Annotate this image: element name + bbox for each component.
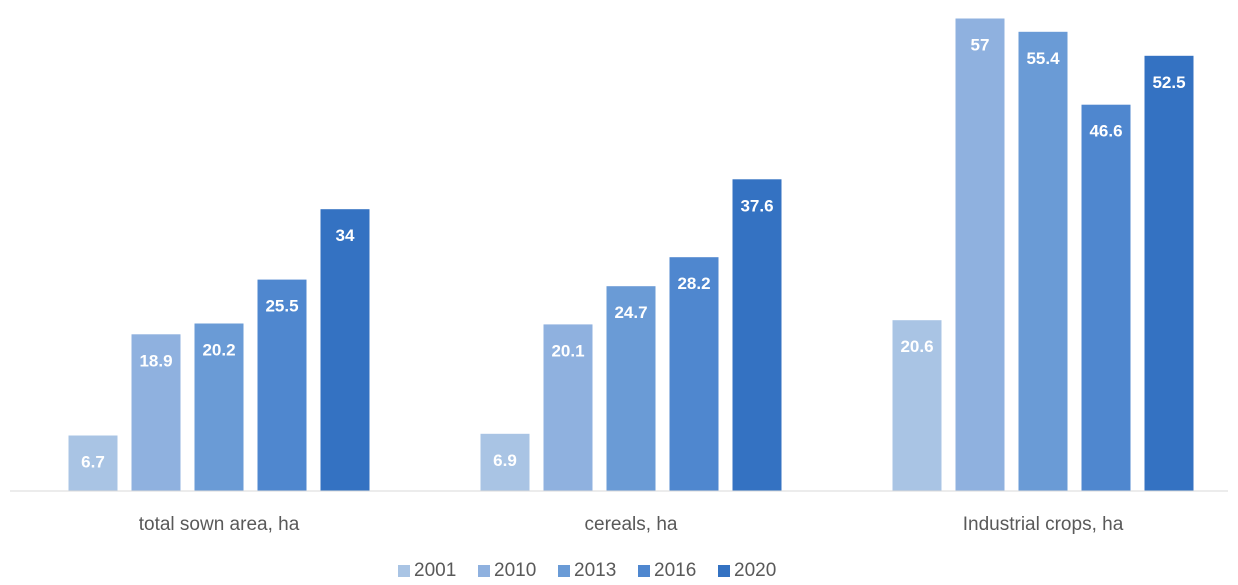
bar-2010-2 xyxy=(955,18,1005,491)
data-label-2020-0: 34 xyxy=(336,226,355,245)
category-labels: total sown area, ha cereals, ha Industrial… xyxy=(139,514,1124,535)
legend: 2001 2010 2013 2016 2020 xyxy=(398,560,776,581)
legend-label-2020: 2020 xyxy=(734,560,776,581)
legend-label-2016: 2016 xyxy=(654,560,696,581)
legend-swatch-2001 xyxy=(398,565,410,577)
bar-2010-0 xyxy=(131,334,181,491)
bar-2001-0 xyxy=(68,435,118,491)
bar-2013-0 xyxy=(194,323,244,491)
bar-2010-1 xyxy=(543,324,593,491)
data-label-2016-2: 46.6 xyxy=(1089,122,1122,141)
data-label-2016-1: 28.2 xyxy=(677,274,710,293)
data-label-2013-0: 20.2 xyxy=(202,341,235,360)
bars-group: 6.7 18.9 20.2 25.5 34 6.9 20.1 24.7 28.2 37.6 20.6… xyxy=(68,18,1194,492)
data-label-2010-0: 18.9 xyxy=(139,351,172,370)
bar-2016-0 xyxy=(257,279,307,491)
bar-2013-1 xyxy=(606,286,656,491)
data-label-2010-1: 20.1 xyxy=(551,341,584,360)
data-label-2020-1: 37.6 xyxy=(740,196,773,215)
legend-swatch-2013 xyxy=(558,565,570,577)
bar-2016-1 xyxy=(669,257,719,491)
bar-2001-2 xyxy=(892,320,942,491)
data-label-2013-1: 24.7 xyxy=(614,303,647,322)
category-label-2: Industrial crops, ha xyxy=(963,514,1124,535)
data-label-2020-2: 52.5 xyxy=(1152,73,1185,92)
category-label-1: cereals, ha xyxy=(585,514,678,535)
category-label-0: total sown area, ha xyxy=(139,514,300,535)
bar-2016-2 xyxy=(1081,104,1131,491)
legend-swatch-2020 xyxy=(718,565,730,577)
legend-label-2001: 2001 xyxy=(414,560,456,581)
data-label-2001-1: 6.9 xyxy=(493,451,517,470)
bar-2020-1 xyxy=(732,179,782,492)
legend-swatch-2016 xyxy=(638,565,650,577)
data-label-2001-0: 6.7 xyxy=(81,453,105,472)
data-label-2016-0: 25.5 xyxy=(265,297,298,316)
legend-swatch-2010 xyxy=(478,565,490,577)
bar-2001-1 xyxy=(480,433,530,491)
legend-label-2010: 2010 xyxy=(494,560,536,581)
bar-2013-2 xyxy=(1018,31,1068,492)
data-label-2001-2: 20.6 xyxy=(900,337,933,356)
data-label-2013-2: 55.4 xyxy=(1026,49,1060,68)
bar-2020-2 xyxy=(1144,55,1194,492)
bar-2020-0 xyxy=(320,209,370,491)
legend-label-2013: 2013 xyxy=(574,560,616,581)
data-label-2010-2: 57 xyxy=(971,36,990,55)
